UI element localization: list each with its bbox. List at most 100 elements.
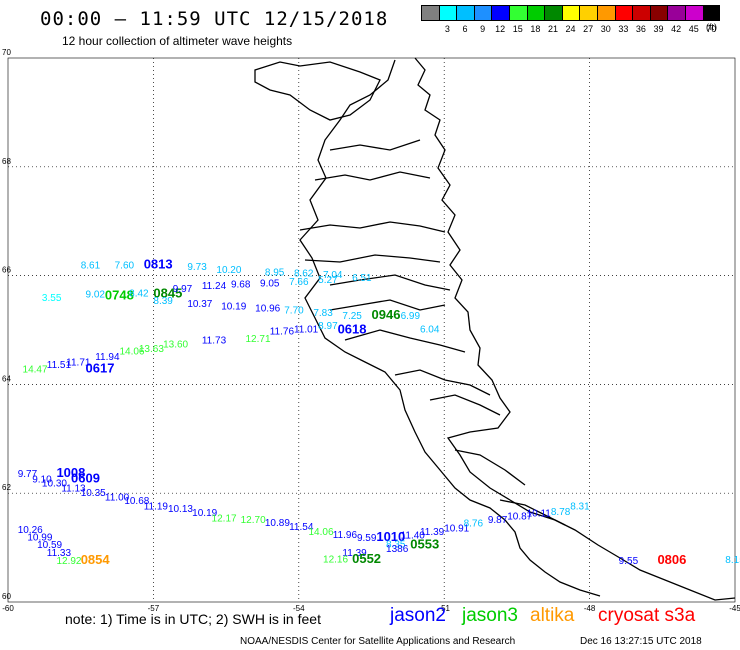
scale-label: 45 (688, 24, 699, 34)
scale-label: 70 (706, 24, 717, 34)
greenland-coastline (254, 57, 736, 601)
wave-height-label: 8.61 (81, 261, 101, 272)
wave-height-label: 1386 (386, 544, 409, 555)
wave-height-label: 7.70 (284, 306, 304, 317)
satellite-legend-item: jason3 (462, 605, 518, 626)
wave-height-label: 8.62 (294, 269, 314, 280)
scale-swatch (614, 5, 633, 21)
scale-label: 24 (565, 24, 576, 34)
wave-height-label: 13.60 (163, 339, 188, 350)
lat-tick-label: 70 (2, 48, 11, 57)
wave-height-label: 8.95 (265, 268, 285, 279)
scale-label: 39 (653, 24, 664, 34)
scale-swatch (544, 5, 562, 21)
wave-height-label: 10.26 (18, 525, 43, 536)
scale-swatch (456, 5, 474, 21)
scale-label: 21 (547, 24, 558, 34)
scale-cell: 33 (614, 5, 633, 34)
wave-height-label: 6.51 (352, 273, 372, 284)
coast-fjord-8 (394, 369, 491, 396)
coast-west-outline (299, 59, 601, 597)
wave-height-label: 10.11 (527, 509, 552, 520)
wave-height-label: 8.42 (129, 288, 149, 299)
pass-time-label: 0617 (86, 360, 115, 375)
wave-height-label: 10.89 (265, 518, 290, 529)
satellite-legend-item: altika (530, 605, 575, 626)
coast-fjord-6 (329, 299, 446, 311)
wave-height-label: 11.24 (202, 281, 227, 292)
scale-cell: 42 (667, 5, 685, 34)
wave-height-label: 11.94 (95, 352, 120, 363)
wave-height-label: 11.39 (420, 527, 445, 538)
pass-time-label: 0609 (71, 470, 100, 485)
wave-height-label: 6.04 (420, 325, 440, 336)
wave-height-label: 9.59 (357, 533, 377, 544)
lon-tick-label: -57 (148, 604, 160, 613)
scale-label: 27 (583, 24, 594, 34)
map-title: 00:00 – 11:59 UTC 12/15/2018 (40, 8, 389, 30)
scale-label: 42 (671, 24, 682, 34)
lon-tick-label: -51 (438, 604, 450, 613)
footer-note: note: 1) Time is in UTC; 2) SWH is in fe… (65, 611, 321, 627)
lat-tick-label: 68 (2, 157, 11, 166)
pass-time-label: 0553 (410, 537, 439, 552)
wave-height-label: 9.68 (231, 280, 251, 291)
lon-tick-label: -45 (729, 604, 740, 613)
coast-fjord-7 (344, 329, 466, 353)
wave-height-label: 7.25 (342, 311, 362, 322)
scale-cell: 18 (526, 5, 545, 34)
coast-fjord-5 (329, 139, 421, 151)
wave-height-label: 8.97 (318, 321, 338, 332)
scale-cell: 12 (491, 5, 509, 34)
wave-height-label: 11.13 (61, 484, 86, 495)
wave-height-label: 5.27 (318, 275, 338, 286)
lat-tick-label: 64 (2, 374, 11, 383)
wave-height-label: 10.19 (192, 508, 217, 519)
pass-time-label: 0806 (657, 552, 686, 567)
lon-tick-label: -48 (584, 604, 596, 613)
scale-label: 33 (618, 24, 629, 34)
wave-height-label: 9.77 (18, 469, 38, 480)
scale-swatch (649, 5, 668, 21)
wave-height-label: 9.55 (619, 556, 639, 567)
scale-cell: 3 (438, 5, 457, 34)
pass-time-label: 0854 (81, 552, 111, 567)
wave-height-label: 11.19 (144, 502, 169, 513)
scale-cell: 45 (684, 5, 703, 34)
lat-tick-label: 66 (2, 266, 11, 275)
wave-height-label: 7.66 (289, 277, 309, 288)
scale-swatch (684, 5, 703, 21)
wave-height-label: 12.70 (241, 515, 266, 526)
scale-label: 3 (444, 24, 450, 34)
wave-height-label: 14.06 (119, 346, 144, 357)
pass-time-label: 1010 (376, 529, 405, 544)
lon-tick-label: -60 (2, 604, 14, 613)
wave-height-label: 9.87 (488, 515, 508, 526)
scale-cell (421, 5, 439, 34)
scale-cell: 15 (508, 5, 527, 34)
wave-height-label: 11.73 (202, 336, 227, 347)
scale-swatch (667, 5, 685, 21)
wave-height-label: 11.51 (47, 360, 72, 371)
scale-cell: 24 (561, 5, 580, 34)
scale-swatch (438, 5, 457, 21)
wave-height-label: 10.59 (37, 540, 62, 551)
coast-fjord-10 (454, 449, 526, 486)
observation-labels: 8.61 7.60 0813 9.73 10.20 8.95 8.62 7.04 6.51 3.5… (18, 257, 740, 567)
scale-cell: 6 (456, 5, 474, 34)
scale-swatch (579, 5, 597, 21)
wave-height-label: 11.54 (289, 522, 314, 533)
wave-height-label: 10.30 (42, 479, 67, 490)
wave-height-label: 8.31 (570, 502, 590, 513)
wave-height-label: 3.55 (42, 293, 62, 304)
wave-height-label: 14.47 (23, 364, 48, 375)
wave-height-label: 7.04 (323, 270, 343, 281)
pass-time-label: 0748 (105, 288, 134, 303)
coast-fjord-11 (499, 499, 566, 526)
scale-cell: 30 (596, 5, 615, 34)
wave-height-label: 8.35 (386, 540, 406, 551)
wave-height-label: 9.10 (32, 474, 52, 485)
wave-height-label: 12.92 (56, 556, 81, 567)
wave-height-label: 9.73 (187, 262, 207, 273)
scale-label: 15 (512, 24, 523, 34)
